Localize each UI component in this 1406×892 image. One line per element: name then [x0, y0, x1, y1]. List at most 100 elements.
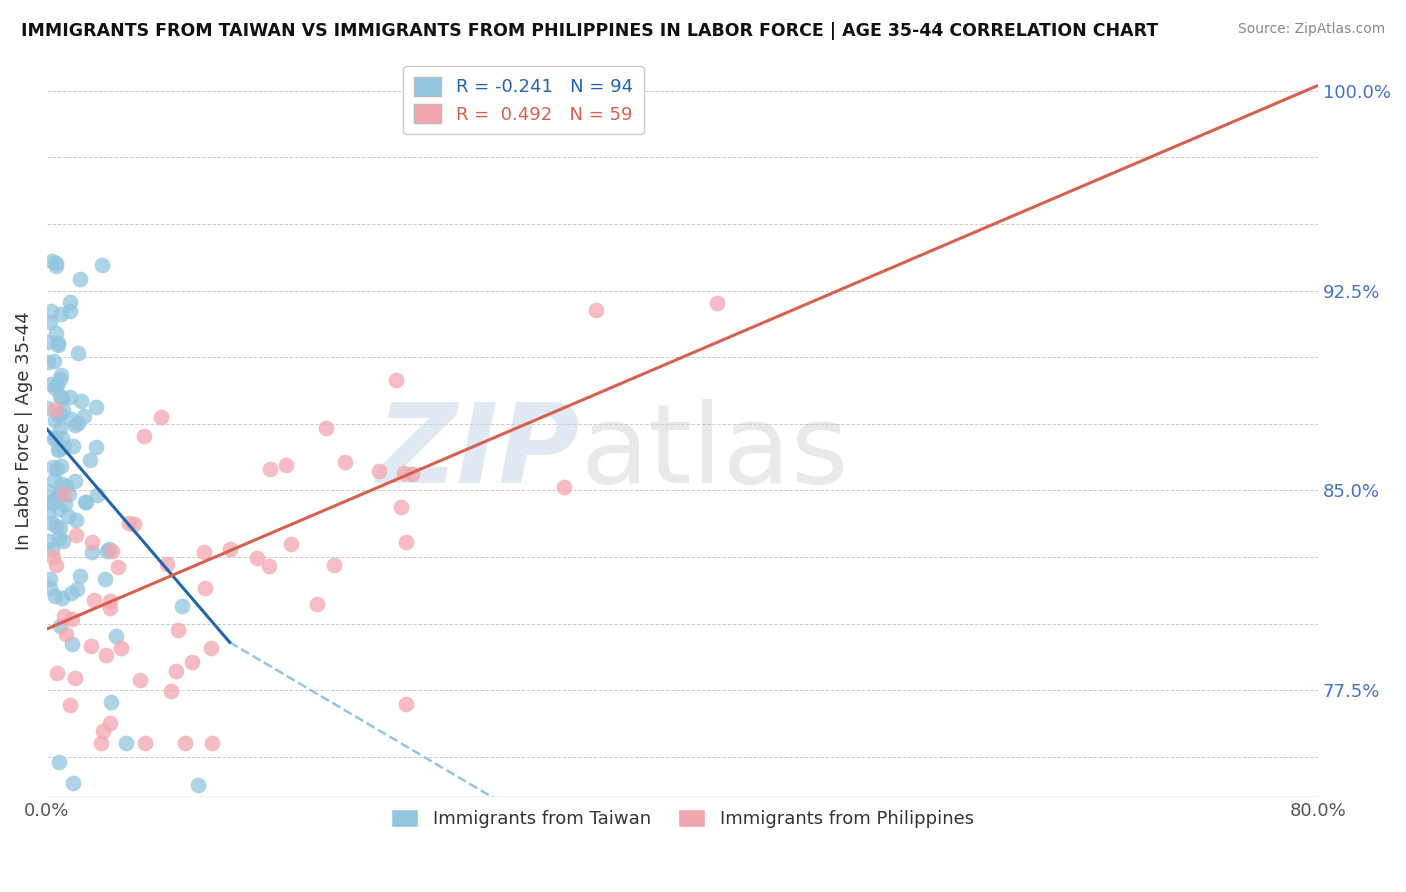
Point: [46, 442, 69, 457]
Point: [93, 572, 115, 586]
Point: [46, 337, 69, 351]
Point: [259, 559, 281, 574]
Text: IMMIGRANTS FROM TAIWAN VS IMMIGRANTS FROM PHILIPPINES IN LABOR FORCE | AGE 35-44: IMMIGRANTS FROM TAIWAN VS IMMIGRANTS FRO…: [21, 22, 1159, 40]
Point: [39, 304, 62, 318]
Point: [49, 421, 72, 435]
Point: [129, 673, 152, 687]
Point: [48, 618, 70, 632]
Point: [84, 400, 107, 414]
Point: [245, 551, 267, 566]
Point: [401, 467, 423, 481]
Point: [333, 455, 356, 469]
Point: [56, 508, 79, 523]
Y-axis label: In Labor Force | Age 35-44: In Labor Force | Age 35-44: [15, 311, 32, 549]
Point: [201, 737, 224, 751]
Point: [392, 467, 415, 481]
Point: [41, 253, 63, 268]
Point: [46, 335, 69, 350]
Point: [280, 537, 302, 551]
Point: [86, 488, 108, 502]
Point: [91, 724, 114, 739]
Point: [65, 528, 87, 542]
Text: Source: ZipAtlas.com: Source: ZipAtlas.com: [1237, 22, 1385, 37]
Point: [174, 737, 197, 751]
Point: [79, 453, 101, 467]
Point: [368, 464, 391, 478]
Point: [48, 372, 70, 386]
Point: [259, 462, 281, 476]
Point: [170, 599, 193, 614]
Point: [75, 495, 97, 509]
Point: [97, 542, 120, 557]
Point: [37, 506, 59, 520]
Point: [59, 698, 82, 712]
Point: [110, 641, 132, 656]
Point: [51, 431, 73, 445]
Point: [200, 641, 222, 656]
Point: [165, 664, 187, 678]
Point: [45, 462, 67, 476]
Point: [53, 440, 76, 454]
Point: [69, 393, 91, 408]
Point: [49, 368, 72, 382]
Point: [62, 440, 84, 454]
Point: [59, 294, 82, 309]
Point: [395, 697, 418, 711]
Point: [80, 639, 103, 653]
Point: [44, 589, 66, 603]
Text: ZIP: ZIP: [377, 399, 581, 506]
Point: [66, 582, 89, 597]
Point: [52, 534, 75, 549]
Point: [49, 484, 72, 499]
Point: [385, 373, 408, 387]
Point: [45, 326, 67, 340]
Point: [59, 304, 82, 318]
Point: [59, 390, 82, 404]
Point: [63, 475, 86, 489]
Point: [86, 440, 108, 454]
Point: [44, 412, 66, 426]
Point: [394, 535, 416, 549]
Point: [91, 258, 114, 272]
Point: [42, 473, 65, 487]
Point: [60, 586, 83, 600]
Point: [315, 421, 337, 435]
Point: [69, 569, 91, 583]
Point: [83, 593, 105, 607]
Point: [73, 495, 96, 509]
Point: [63, 417, 86, 432]
Point: [52, 403, 75, 417]
Point: [48, 531, 70, 545]
Point: [101, 544, 124, 558]
Point: [94, 648, 117, 662]
Point: [193, 545, 215, 559]
Point: [49, 408, 72, 422]
Point: [48, 502, 70, 516]
Point: [187, 778, 209, 792]
Point: [167, 623, 190, 637]
Point: [194, 581, 217, 595]
Point: [62, 776, 84, 790]
Point: [114, 737, 136, 751]
Point: [51, 458, 73, 473]
Point: [42, 460, 65, 475]
Point: [37, 483, 59, 498]
Point: [38, 581, 60, 595]
Point: [98, 600, 121, 615]
Point: [38, 572, 60, 586]
Point: [322, 558, 344, 573]
Point: [63, 671, 86, 685]
Point: [55, 627, 77, 641]
Point: [45, 259, 67, 273]
Point: [62, 637, 84, 651]
Point: [66, 417, 89, 431]
Point: [156, 558, 179, 572]
Point: [45, 255, 67, 269]
Point: [49, 521, 72, 535]
Point: [53, 609, 76, 624]
Point: [39, 377, 62, 392]
Point: [37, 495, 59, 509]
Point: [48, 389, 70, 403]
Point: [55, 479, 77, 493]
Point: [52, 486, 75, 500]
